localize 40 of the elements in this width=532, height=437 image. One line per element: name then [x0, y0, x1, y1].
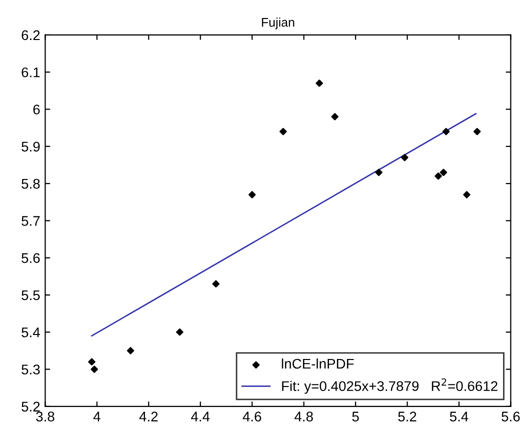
point [442, 128, 450, 136]
x-tick-label: 5 [352, 412, 359, 422]
y-tick-label: 5.6 [22, 253, 40, 263]
point [434, 172, 442, 180]
point [473, 128, 481, 136]
point [126, 347, 134, 354]
y-tick-label: 6 [33, 104, 40, 114]
point [176, 328, 184, 336]
legend-label: Fit: y=0.4025x+3.7879 R$^{2}$=0.6612 [282, 378, 498, 394]
point [90, 366, 98, 373]
y-tick-label: 6.2 [22, 30, 40, 40]
point [88, 358, 96, 366]
point [316, 80, 323, 87]
point [375, 168, 382, 176]
point [280, 128, 287, 136]
x-tick-label: 5.2 [398, 412, 416, 422]
point [463, 191, 470, 198]
x-tick-label: 4.4 [191, 412, 210, 422]
x-tick-label: 5.6 [502, 412, 520, 422]
x-tick-label: 3.8 [36, 412, 54, 422]
x-tick-label: 4 [93, 412, 100, 422]
y-tick-label: 5.7 [22, 216, 40, 226]
point [212, 280, 220, 288]
point [331, 113, 339, 120]
x-tick-label: 5.4 [450, 412, 468, 422]
legend-label: lnCE-lnPDF [282, 358, 354, 369]
y-tick-label: 5.4 [22, 328, 40, 338]
y-tick-label: 6.1 [22, 67, 40, 78]
x-tick-label: 4.2 [139, 412, 158, 422]
y-tick-label: 5.3 [22, 364, 40, 374]
point [440, 168, 448, 176]
point [401, 154, 408, 162]
chart-title: Fujian [262, 18, 294, 30]
point [248, 191, 256, 198]
x-tick-label: 4.8 [294, 412, 313, 422]
y-tick-label: 5.2 [22, 402, 40, 412]
y-tick-label: 5.5 [22, 290, 40, 300]
x-tick-label: 4.6 [242, 412, 262, 422]
y-tick-label: 5.9 [22, 142, 40, 152]
y-tick-label: 5.8 [22, 178, 40, 189]
